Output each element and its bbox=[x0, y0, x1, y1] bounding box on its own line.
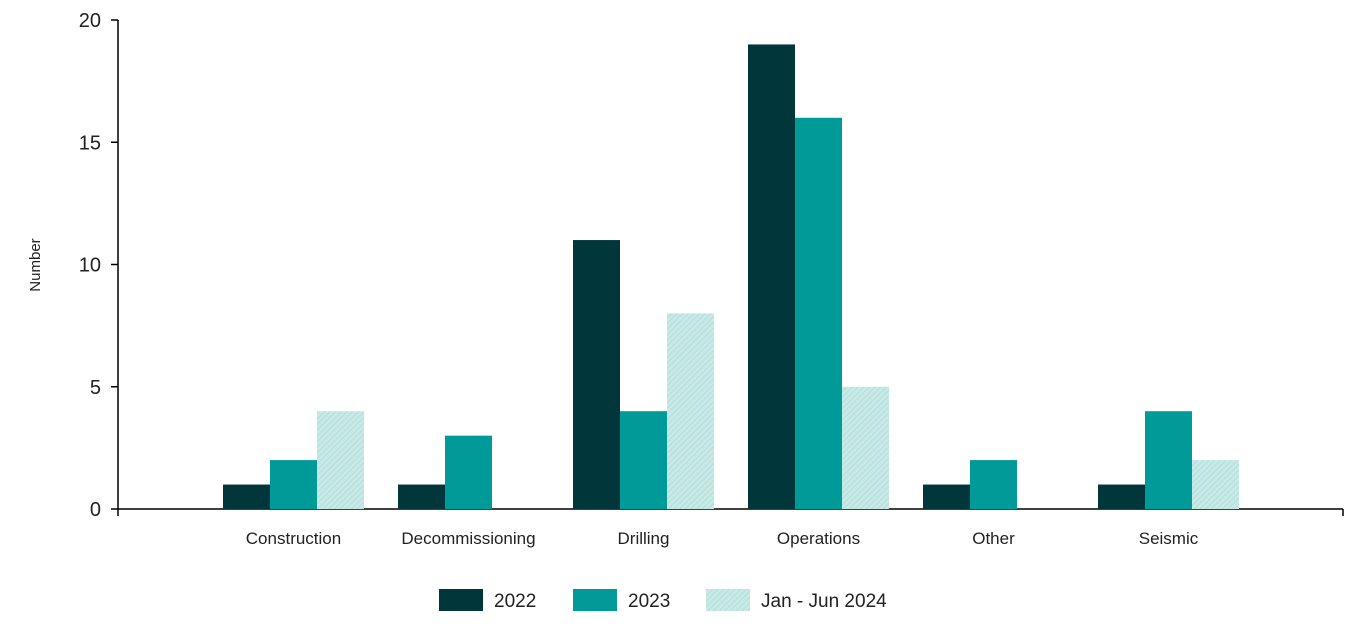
legend-swatch bbox=[439, 589, 483, 611]
y-axis: 0 5 10 15 20 bbox=[79, 10, 119, 521]
x-tick-label: Drilling bbox=[618, 529, 670, 548]
x-tick-label: Other bbox=[972, 529, 1015, 548]
legend-label: 2022 bbox=[494, 591, 536, 612]
bar bbox=[795, 117, 842, 510]
legend-label: 2023 bbox=[628, 591, 670, 612]
bar bbox=[223, 484, 270, 509]
bar bbox=[1145, 411, 1192, 509]
bar bbox=[445, 435, 492, 509]
y-axis-title: Number bbox=[27, 238, 44, 291]
y-tick-label: 10 bbox=[79, 255, 101, 277]
bar bbox=[1098, 484, 1145, 509]
y-tick-label: 5 bbox=[90, 377, 101, 399]
bar bbox=[970, 460, 1017, 509]
legend-label: Jan - Jun 2024 bbox=[761, 591, 887, 612]
bar bbox=[842, 386, 889, 509]
x-tick-label: Construction bbox=[246, 529, 341, 548]
x-tick-label: Seismic bbox=[1139, 529, 1199, 548]
bars bbox=[223, 44, 1239, 510]
y-tick-label: 20 bbox=[79, 10, 101, 32]
legend-swatch bbox=[573, 589, 617, 611]
bar bbox=[317, 411, 364, 509]
x-tick-label: Operations bbox=[777, 529, 860, 548]
bar bbox=[620, 411, 667, 509]
bar bbox=[667, 313, 714, 509]
bar bbox=[748, 44, 795, 509]
bar bbox=[573, 240, 620, 510]
y-tick-label: 0 bbox=[90, 499, 101, 521]
bar bbox=[398, 484, 445, 509]
bar bbox=[270, 460, 317, 509]
legend-swatch bbox=[706, 589, 750, 611]
x-tick-label: Decommissioning bbox=[401, 529, 535, 548]
x-axis: Construction Decommissioning Drilling Opera… bbox=[117, 508, 1344, 548]
legend: 2022 2023 Jan - Jun 2024 bbox=[439, 589, 887, 612]
bar bbox=[923, 484, 970, 509]
y-tick-label: 15 bbox=[79, 132, 101, 154]
bar bbox=[1192, 460, 1239, 509]
